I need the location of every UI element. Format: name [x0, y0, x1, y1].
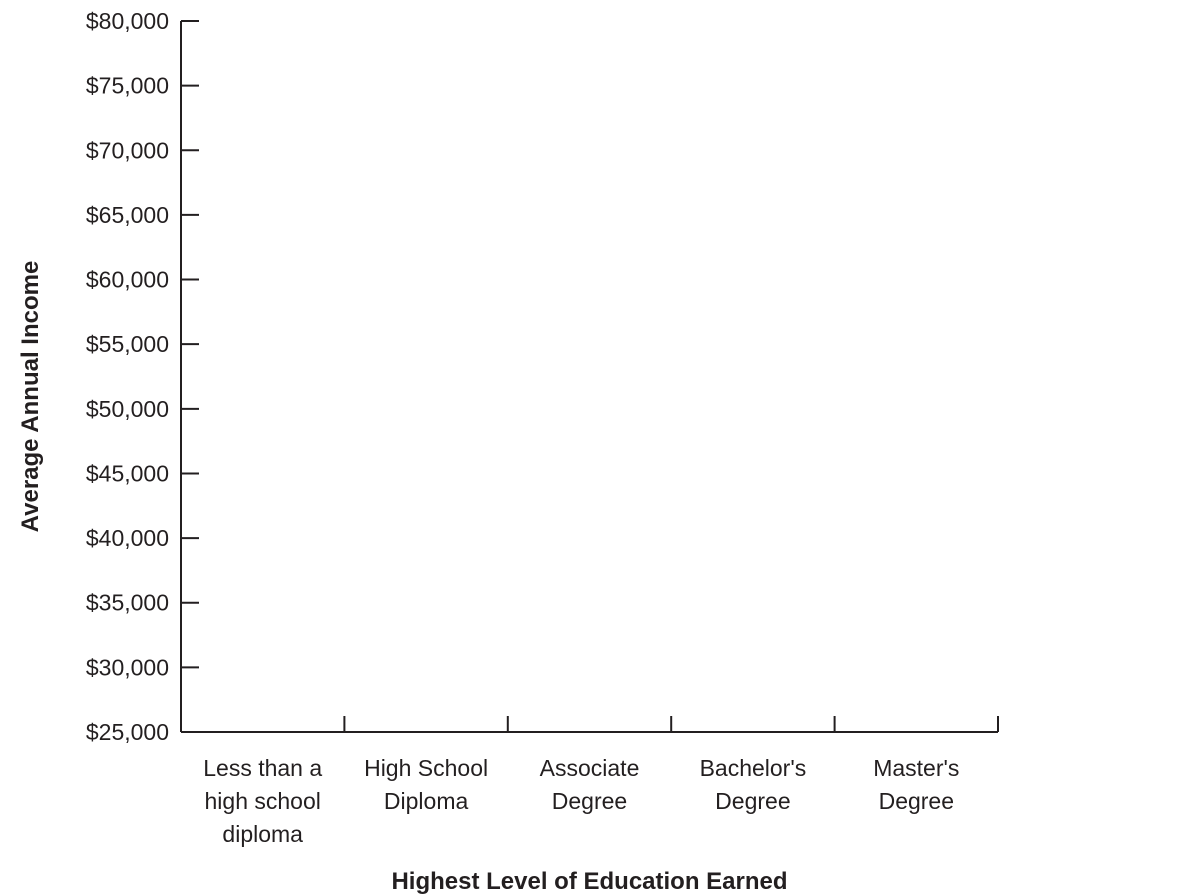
x-axis-title: Highest Level of Education Earned [391, 868, 787, 895]
y-tick-label: $25,000 [86, 719, 169, 745]
y-tick-label: $35,000 [86, 590, 169, 616]
x-axis-ticks [343, 716, 999, 732]
x-category-label-line: Degree [552, 788, 627, 814]
y-tick-label: $80,000 [86, 8, 169, 34]
y-tick-label: $55,000 [86, 331, 169, 357]
y-tick-label: $30,000 [86, 654, 169, 680]
x-category-label-line: Master's [873, 755, 959, 781]
x-category-label: Master's Degree [873, 755, 959, 814]
x-category-label-line: Bachelor's [700, 755, 807, 781]
x-category-label-line: Degree [715, 788, 790, 814]
x-category-label-line: Degree [879, 788, 954, 814]
y-tick-label: $70,000 [86, 137, 169, 163]
x-category-label: High School Diploma [364, 755, 488, 814]
x-category-label-line: High School [364, 755, 488, 781]
y-tick-label: $45,000 [86, 460, 169, 486]
y-tick-label: $65,000 [86, 202, 169, 228]
x-category-label: Bachelor's Degree [700, 755, 807, 814]
y-tick-label: $60,000 [86, 267, 169, 293]
y-tick-label: $40,000 [86, 525, 169, 551]
y-axis-ticks: $80,000 $75,000 $70,000 $65,000 $60,000 $55,0… [86, 8, 199, 745]
x-category-label-line: Less than a [203, 755, 322, 781]
y-axis-title: Average Annual Income [17, 261, 44, 533]
x-category-label-line: high school [205, 788, 321, 814]
x-category-label-line: Diploma [384, 788, 469, 814]
x-axis-category-labels: Less than a high school diploma High School… [203, 755, 959, 847]
x-category-label: Less than a high school diploma [203, 755, 322, 847]
y-tick-label: $50,000 [86, 396, 169, 422]
x-category-label-line: Associate [540, 755, 640, 781]
y-tick-label: $75,000 [86, 73, 169, 99]
x-category-label-line: diploma [222, 821, 303, 847]
x-category-label: Associate Degree [540, 755, 640, 814]
